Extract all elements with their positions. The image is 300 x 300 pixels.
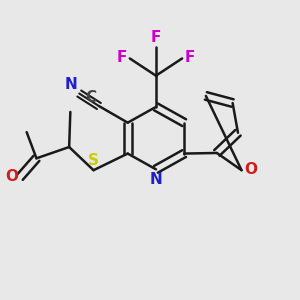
Text: F: F bbox=[116, 50, 127, 65]
Text: C: C bbox=[85, 90, 97, 105]
Text: N: N bbox=[65, 77, 78, 92]
Text: F: F bbox=[151, 30, 161, 45]
Text: F: F bbox=[185, 50, 195, 65]
Text: O: O bbox=[244, 162, 257, 177]
Text: S: S bbox=[88, 153, 99, 168]
Text: N: N bbox=[150, 172, 162, 187]
Text: O: O bbox=[5, 169, 18, 184]
